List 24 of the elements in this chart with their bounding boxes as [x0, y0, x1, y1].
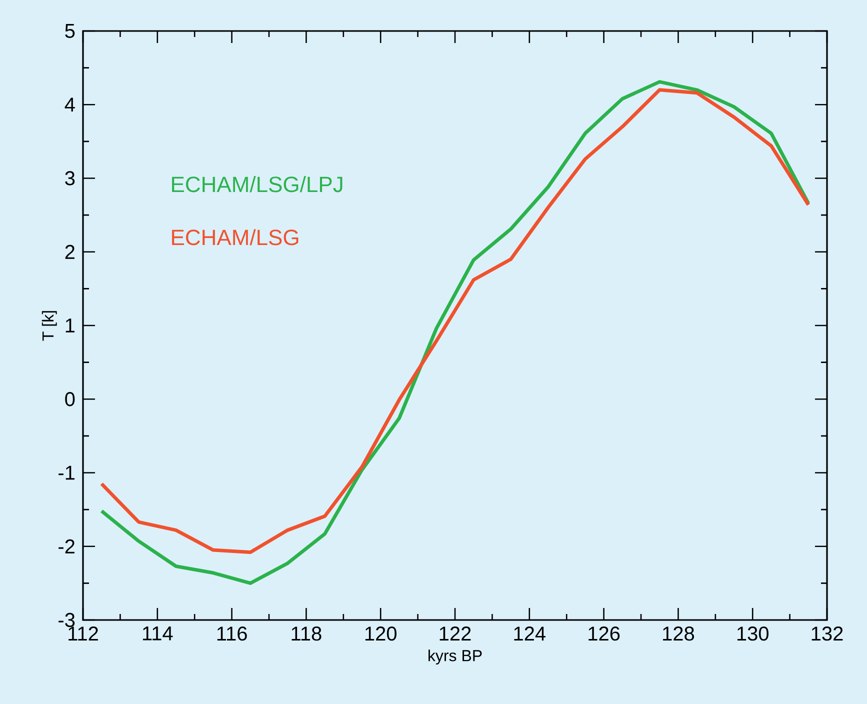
x-tick-label: 118: [292, 626, 322, 641]
y-tick-label: 4: [64, 98, 75, 112]
x-tick-label: 116: [217, 626, 247, 641]
x-tick-label: 132: [812, 626, 843, 641]
text: ECHAM/LSG: [172, 229, 298, 246]
y-tick-label: -1: [58, 466, 74, 480]
y-tick-label: 1: [66, 318, 74, 332]
x-tick-label: 130: [737, 626, 768, 641]
y-tick-label: -3: [58, 612, 75, 628]
x-tick-label: 122: [440, 626, 471, 640]
x-tick-label: 126: [588, 626, 620, 641]
y-tick-label: 0: [65, 392, 75, 406]
x-tick-label: 128: [663, 626, 694, 641]
y-tick-label: 2: [65, 244, 74, 259]
y-tick-label: -2: [58, 539, 74, 554]
y-tick-label: 5: [65, 24, 75, 38]
x-tick-label: 120: [365, 626, 396, 641]
x-tick-label: 112: [68, 626, 98, 640]
text: ECHAM/LSG/LPJ: [172, 176, 342, 192]
y-axis-title: T [k]: [42, 311, 57, 341]
x-tick-label: 124: [514, 626, 546, 640]
y-tick-label: 3: [65, 171, 75, 186]
x-axis-title: kyrs BP: [428, 650, 482, 664]
x-tick-label: 114: [142, 626, 173, 640]
